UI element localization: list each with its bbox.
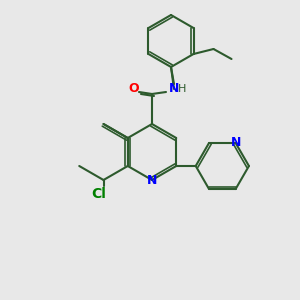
Text: Cl: Cl: [91, 187, 106, 201]
Text: N: N: [230, 136, 241, 149]
Text: H: H: [178, 84, 186, 94]
Text: N: N: [169, 82, 179, 95]
Text: O: O: [129, 82, 139, 95]
Text: N: N: [147, 173, 157, 187]
